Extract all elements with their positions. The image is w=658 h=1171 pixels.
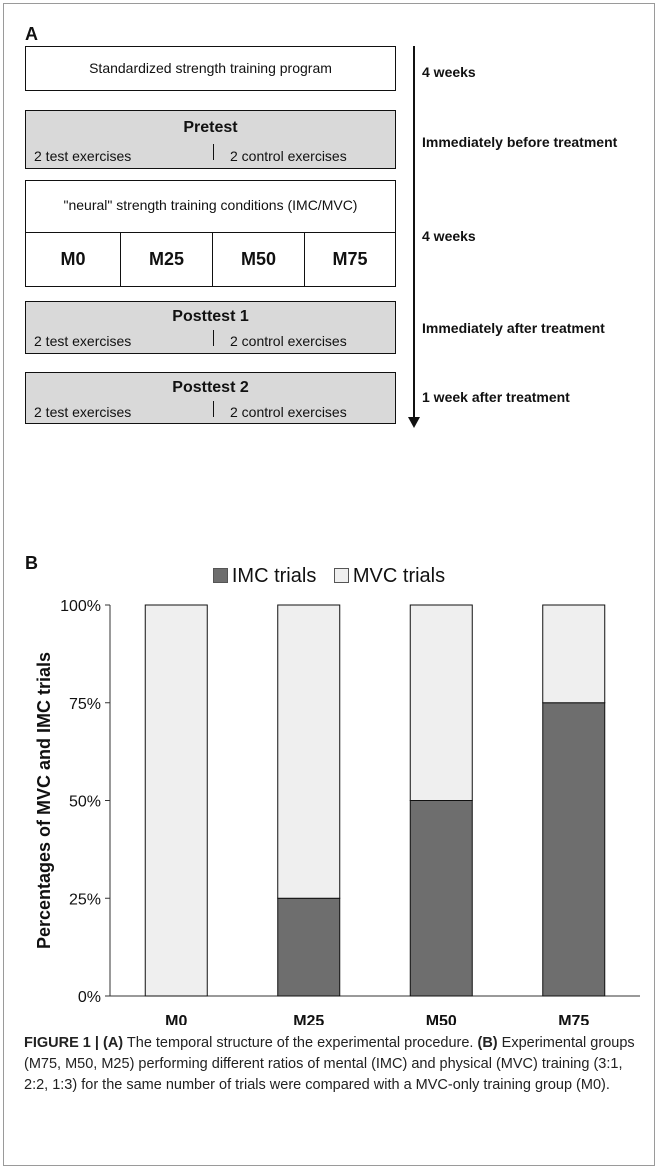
- posttest1-test-exercises: 2 test exercises: [34, 333, 132, 349]
- posttest1-title: Posttest 1: [172, 308, 249, 325]
- group-cell-m0: M0: [26, 233, 121, 286]
- legend-label-mvc: MVC trials: [352, 565, 446, 587]
- pretest-divider: [213, 144, 214, 160]
- posttest2-divider: [213, 401, 214, 417]
- caption-label-b: (B): [477, 1035, 498, 1051]
- x-tick-label: M25: [293, 1013, 324, 1025]
- panel-b-letter: B: [25, 553, 38, 573]
- time-label-4-weeks-1: 4 weeks: [422, 64, 476, 80]
- group-cell-m25: M25: [121, 233, 213, 286]
- pretest-test-exercises: 2 test exercises: [34, 148, 132, 164]
- chart-legend: IMC trials MVC trials: [0, 565, 658, 588]
- conditions-box-text: "neural" strength training conditions (I…: [63, 197, 358, 213]
- caption-text-b: Experimental groups (M75, M50, M25) perf…: [24, 1035, 635, 1093]
- legend-label-imc: IMC trials: [231, 565, 317, 587]
- group-cell-m75: M75: [332, 249, 368, 269]
- figure-frame: [3, 3, 655, 1166]
- time-label-1-week-after: 1 week after treatment: [422, 389, 570, 405]
- conditions-box: "neural" strength training conditions (I…: [25, 180, 396, 233]
- timeline-line: [413, 46, 415, 419]
- time-label-4-weeks-2: 4 weeks: [422, 228, 476, 244]
- posttest1-control-exercises: 2 control exercises: [230, 333, 347, 349]
- posttest1-box: Posttest 1 2 test exercises 2 control ex…: [25, 301, 396, 354]
- timeline-arrow-head: [408, 417, 420, 428]
- figure-caption: FIGURE 1 | (A) The temporal structure of…: [24, 1033, 644, 1096]
- chart-bars: [144, 604, 606, 997]
- y-tick-labels: 0% 25% 50% 75% 100%: [60, 598, 101, 1006]
- y-tick-label: 0%: [78, 989, 101, 1006]
- time-label-before-treatment: Immediately before treatment: [422, 134, 618, 150]
- y-axis-label: Percentages of MVC and IMC trials: [34, 652, 54, 949]
- pretest-box: Pretest 2 test exercises 2 control exerc…: [25, 110, 396, 169]
- stacked-bar-chart: Percentages of MVC and IMC trials 0% 25% 5…: [34, 598, 640, 1025]
- panel-a-letter: A: [25, 24, 38, 44]
- legend-swatch-mvc: [333, 568, 349, 583]
- program-box-text: Standardized strength training program: [89, 60, 332, 76]
- x-tick-labels: M0 M25 M50 M75: [165, 1013, 589, 1025]
- bar-mvc-trials-m0: [144, 604, 208, 997]
- y-tick-label: 100%: [60, 598, 101, 615]
- y-tick-label: 50%: [69, 794, 101, 811]
- groups-row: M0 M25 M50 M75: [25, 232, 396, 287]
- x-tick-label: M75: [558, 1013, 589, 1025]
- posttest2-control-exercises: 2 control exercises: [230, 404, 347, 420]
- x-tick-label: M50: [426, 1013, 457, 1025]
- pretest-control-exercises: 2 control exercises: [230, 148, 347, 164]
- caption-text-a: The temporal structure of the experiment…: [123, 1035, 478, 1051]
- posttest2-box: Posttest 2 2 test exercises 2 control ex…: [25, 372, 396, 424]
- y-axis-label-group: Percentages of MVC and IMC trials: [34, 652, 54, 949]
- bar-imc-trials-m75: [542, 702, 606, 997]
- x-tick-label: M0: [165, 1013, 187, 1025]
- group-cell-m50: M50: [213, 233, 305, 286]
- bar-imc-trials-m25: [277, 897, 341, 997]
- bar-mvc-trials-m25: [277, 604, 341, 899]
- legend-item-imc: IMC trials: [212, 565, 317, 588]
- posttest2-test-exercises: 2 test exercises: [34, 404, 132, 420]
- y-tick-label: 25%: [69, 891, 101, 908]
- time-label-after-treatment: Immediately after treatment: [422, 320, 605, 336]
- bar-mvc-trials-m75: [542, 604, 606, 704]
- posttest1-divider: [213, 330, 214, 346]
- legend-swatch-imc: [212, 568, 228, 583]
- pretest-title: Pretest: [183, 119, 238, 136]
- bar-mvc-trials-m50: [409, 604, 473, 801]
- posttest2-title: Posttest 2: [172, 379, 249, 396]
- legend-item-mvc: MVC trials: [333, 565, 446, 588]
- program-box: Standardized strength training program: [25, 46, 396, 91]
- y-tick-label: 75%: [69, 696, 101, 713]
- bar-imc-trials-m50: [409, 800, 473, 997]
- caption-label: FIGURE 1 | (A): [24, 1035, 124, 1051]
